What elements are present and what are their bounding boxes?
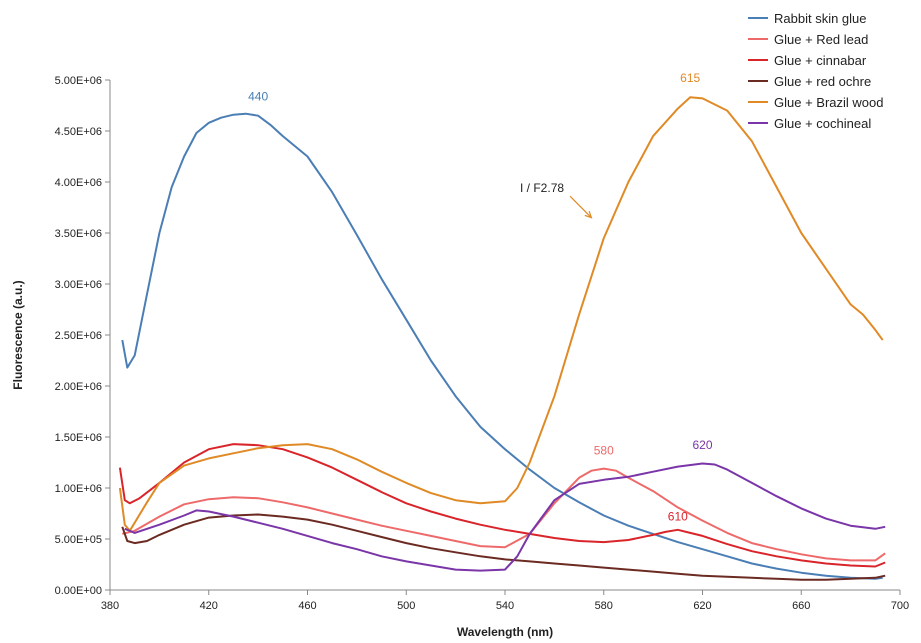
x-tick-label: 580 — [595, 600, 613, 612]
y-tick-label: 0.00E+00 — [55, 585, 102, 597]
series-line-glue-brazil-wood — [118, 96, 884, 532]
y-ticks: 0.00E+00 5.00E+05 1.00E+06 1.50E+06 2.00E+06… — [55, 75, 110, 597]
note-arrow-shaft — [569, 195, 592, 219]
legend-label: Glue + Red lead — [774, 32, 868, 47]
x-tick-label: 420 — [200, 600, 218, 612]
note-annotation: I / F2.78 — [520, 181, 593, 219]
legend-label: Glue + Brazil wood — [774, 95, 883, 110]
y-tick-label: 1.00E+06 — [55, 483, 102, 495]
y-tick-label: 5.00E+06 — [55, 75, 102, 87]
legend-label: Glue + cinnabar — [774, 53, 867, 68]
x-tick-label: 700 — [891, 600, 909, 612]
x-axis-title: Wavelength (nm) — [457, 625, 553, 639]
y-tick-label: 4.00E+06 — [55, 177, 102, 189]
peak-label: 440 — [248, 89, 268, 103]
peak-label: 620 — [692, 438, 712, 452]
legend-label: Glue + cochineal — [774, 116, 871, 131]
x-ticks: 380 420 460 500 540 580 620 660 700 — [101, 590, 909, 612]
legend-label: Glue + red ochre — [774, 74, 871, 89]
note-arrow-head — [584, 210, 593, 219]
y-tick-label: 1.50E+06 — [55, 432, 102, 444]
y-axis-title: Fluorescence (a.u.) — [11, 280, 25, 389]
x-tick-label: 660 — [792, 600, 810, 612]
x-tick-label: 540 — [496, 600, 514, 612]
legend: Rabbit skin glue Glue + Red lead Glue + ci… — [748, 11, 883, 131]
series-line-rabbit-skin-glue — [121, 112, 883, 580]
x-tick-label: 380 — [101, 600, 119, 612]
y-tick-label: 5.00E+05 — [55, 534, 102, 546]
plot-area: 380 420 460 500 540 580 620 660 700 0.00E+00 5.00… — [55, 71, 910, 612]
y-tick-label: 4.50E+06 — [55, 126, 102, 138]
legend-label: Rabbit skin glue — [774, 11, 867, 26]
y-tick-label: 2.00E+06 — [55, 381, 102, 393]
series-line-glue-red-ochre — [121, 513, 886, 581]
peak-labels: 440 615 580 620 610 — [248, 71, 713, 524]
series-lines — [118, 96, 886, 581]
peak-label: 580 — [594, 443, 614, 457]
y-tick-label: 3.00E+06 — [55, 279, 102, 291]
y-tick-label: 2.50E+06 — [55, 330, 102, 342]
series-line-glue-cochineal — [124, 462, 886, 572]
series-line-glue-cinnabar — [118, 443, 886, 568]
peak-label: 615 — [680, 71, 700, 85]
x-tick-label: 460 — [298, 600, 316, 612]
x-tick-label: 500 — [397, 600, 415, 612]
note-label: I / F2.78 — [520, 181, 564, 195]
y-tick-label: 3.50E+06 — [55, 228, 102, 240]
peak-label: 610 — [668, 510, 688, 524]
x-tick-label: 620 — [693, 600, 711, 612]
